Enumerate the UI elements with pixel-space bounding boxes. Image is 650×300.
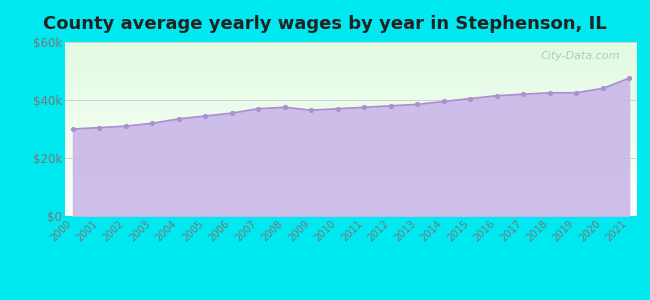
Point <box>491 93 502 98</box>
Point <box>333 106 343 111</box>
Text: City-Data.com: City-Data.com <box>540 51 620 61</box>
Point <box>227 111 237 116</box>
Point <box>174 116 184 121</box>
Point <box>518 92 528 97</box>
Point <box>359 105 369 110</box>
Point <box>412 102 423 107</box>
Point <box>94 125 105 130</box>
Point <box>465 96 475 101</box>
Point <box>121 124 131 128</box>
Point <box>545 90 555 95</box>
Text: County average yearly wages by year in Stephenson, IL: County average yearly wages by year in S… <box>43 15 607 33</box>
Point <box>624 76 634 81</box>
Point <box>306 108 317 112</box>
Point <box>253 106 263 111</box>
Point <box>200 113 211 118</box>
Point <box>571 90 581 95</box>
Point <box>597 86 608 91</box>
Point <box>68 127 78 131</box>
Point <box>147 121 157 126</box>
Point <box>385 103 396 108</box>
Point <box>280 105 290 110</box>
Point <box>439 99 449 104</box>
